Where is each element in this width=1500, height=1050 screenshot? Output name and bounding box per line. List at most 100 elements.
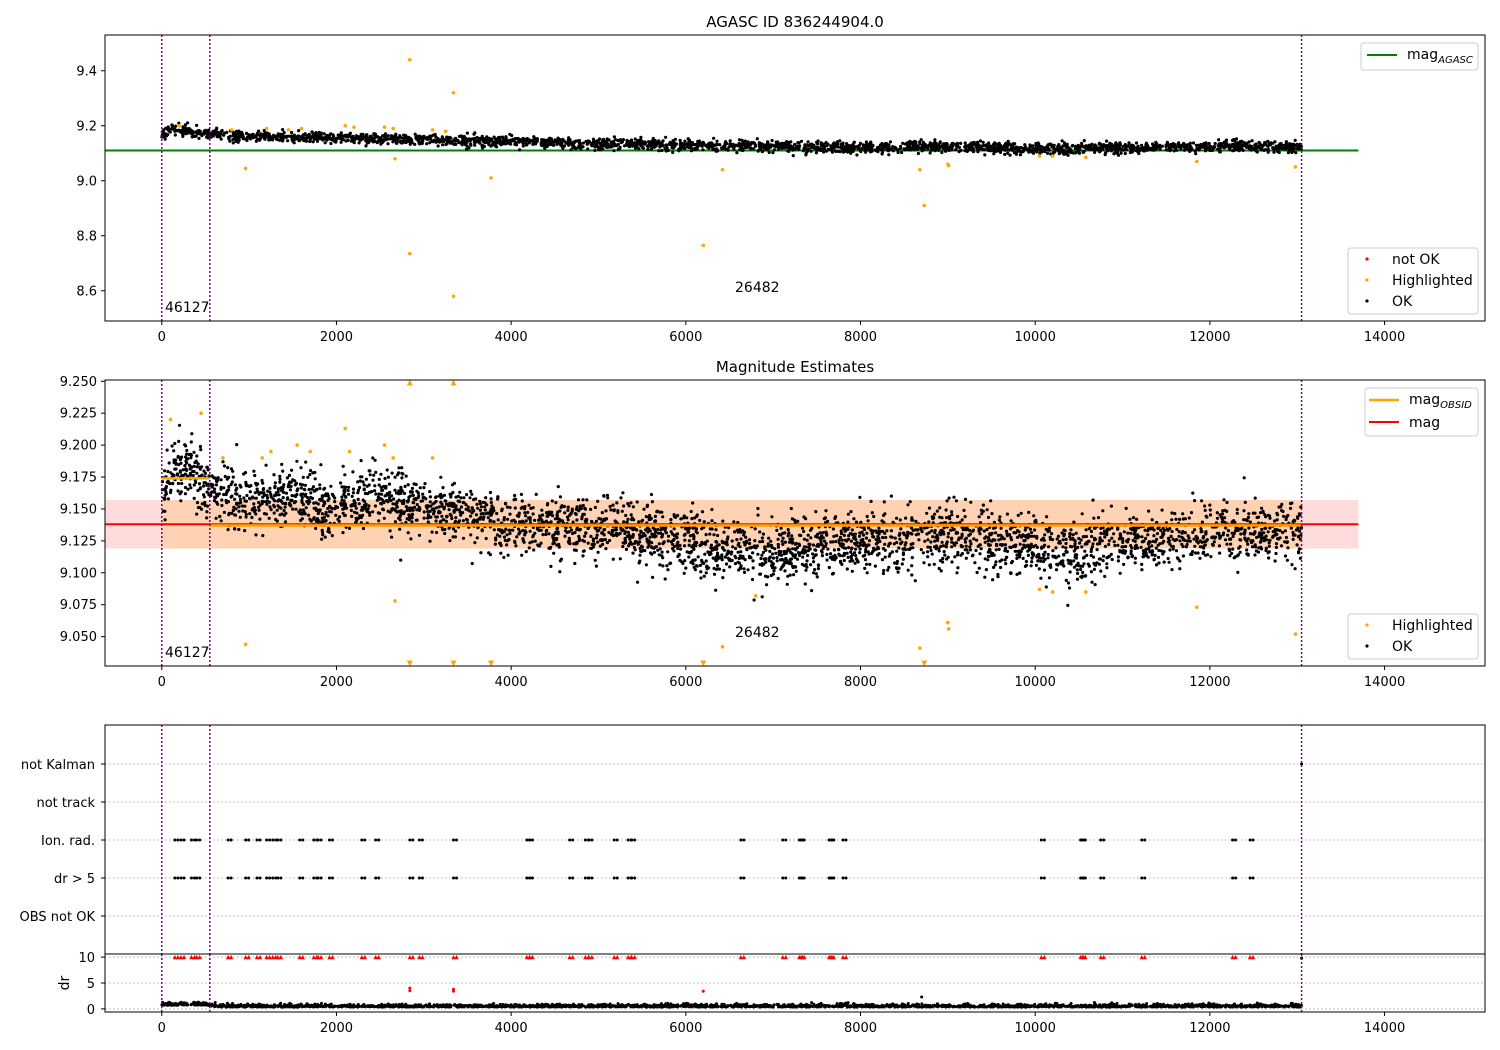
- ok-point: [252, 469, 256, 473]
- ok-point: [319, 463, 323, 467]
- ok-point: [343, 473, 347, 477]
- ok-point: [647, 140, 651, 144]
- ok-point: [185, 448, 189, 453]
- ok-point: [1082, 139, 1086, 143]
- ok-point: [1167, 147, 1171, 151]
- ok-point: [1033, 520, 1037, 524]
- ok-point: [870, 551, 874, 556]
- ok-point: [577, 509, 581, 513]
- ok-point: [495, 511, 499, 516]
- ok-point: [977, 515, 981, 519]
- ok-point: [927, 563, 931, 567]
- ok-point: [747, 554, 752, 558]
- ok-point: [964, 544, 968, 548]
- ok-point: [882, 568, 886, 573]
- ok-point: [365, 133, 369, 137]
- ok-point: [963, 141, 967, 145]
- ok-point: [1083, 549, 1087, 553]
- ok-point: [502, 137, 506, 141]
- ok-point: [855, 559, 859, 563]
- ok-point: [469, 142, 473, 146]
- ok-point: [845, 144, 849, 148]
- ok-point: [871, 535, 875, 539]
- ok-point: [282, 509, 286, 513]
- ok-point: [984, 568, 989, 572]
- ok-point: [1248, 520, 1252, 524]
- ok-point: [969, 143, 973, 147]
- ok-point: [1089, 570, 1093, 574]
- ok-point: [683, 532, 687, 536]
- ok-point: [1074, 531, 1078, 535]
- ok-point: [567, 136, 571, 140]
- ok-point: [652, 550, 657, 554]
- ok-point: [889, 494, 894, 498]
- ok-point: [342, 138, 346, 142]
- ok-point: [522, 540, 526, 544]
- ok-point: [1037, 567, 1041, 571]
- ok-point: [567, 143, 571, 147]
- ok-point: [851, 148, 855, 152]
- ok-point: [927, 506, 932, 510]
- ok-point: [299, 466, 303, 470]
- ok-point: [331, 133, 335, 137]
- ok-point: [715, 540, 719, 544]
- ok-point: [1273, 519, 1277, 523]
- ok-point: [716, 567, 720, 571]
- ok-point: [971, 529, 975, 533]
- ok-point: [933, 138, 937, 142]
- ok-point: [626, 530, 631, 534]
- ok-point: [534, 492, 538, 496]
- ok-point: [1209, 555, 1213, 559]
- ok-point: [475, 502, 479, 506]
- ok-point: [966, 551, 970, 555]
- ok-point: [1084, 528, 1088, 532]
- ok-point: [819, 141, 823, 145]
- ok-point: [802, 537, 807, 541]
- ok-point: [939, 569, 943, 573]
- ok-point: [558, 509, 562, 513]
- ok-point: [166, 125, 170, 129]
- ok-point: [640, 141, 645, 145]
- ok-point: [629, 501, 633, 505]
- ok-point: [757, 145, 762, 149]
- ok-point: [1223, 538, 1228, 542]
- ok-point: [839, 529, 843, 533]
- ok-point: [660, 550, 664, 554]
- ok-point: [1043, 550, 1047, 554]
- ok-point: [1095, 542, 1100, 546]
- ok-point: [1284, 142, 1288, 146]
- ok-point: [190, 135, 194, 139]
- ok-point: [682, 544, 687, 548]
- ok-point: [1231, 142, 1235, 146]
- ok-point: [411, 508, 415, 512]
- ok-point: [1009, 538, 1014, 542]
- ok-point: [490, 143, 494, 147]
- ok-point: [979, 508, 984, 512]
- ok-point: [983, 153, 987, 157]
- legend-subscript-agasc: AGASC: [1437, 55, 1473, 66]
- ok-point: [956, 514, 960, 519]
- ok-point: [300, 135, 304, 139]
- ok-point: [689, 509, 693, 514]
- ok-point: [333, 500, 337, 504]
- ok-point: [423, 482, 427, 486]
- ok-point: [1276, 149, 1280, 154]
- ok-point: [493, 144, 498, 148]
- ok-point: [282, 130, 286, 135]
- ok-point: [863, 566, 867, 571]
- ok-point: [386, 134, 390, 138]
- ok-point: [283, 520, 288, 524]
- ok-point: [410, 490, 414, 494]
- ok-point: [1064, 578, 1068, 583]
- ok-point: [772, 148, 777, 152]
- ok-point: [1281, 530, 1285, 535]
- ok-point: [641, 146, 646, 150]
- ok-point: [700, 144, 704, 148]
- ok-point: [222, 492, 226, 497]
- ok-point: [1134, 141, 1139, 145]
- ok-point: [189, 440, 193, 444]
- ok-point: [353, 504, 357, 508]
- ok-point: [245, 135, 250, 139]
- ok-point: [1208, 508, 1212, 512]
- ok-point: [1129, 544, 1133, 548]
